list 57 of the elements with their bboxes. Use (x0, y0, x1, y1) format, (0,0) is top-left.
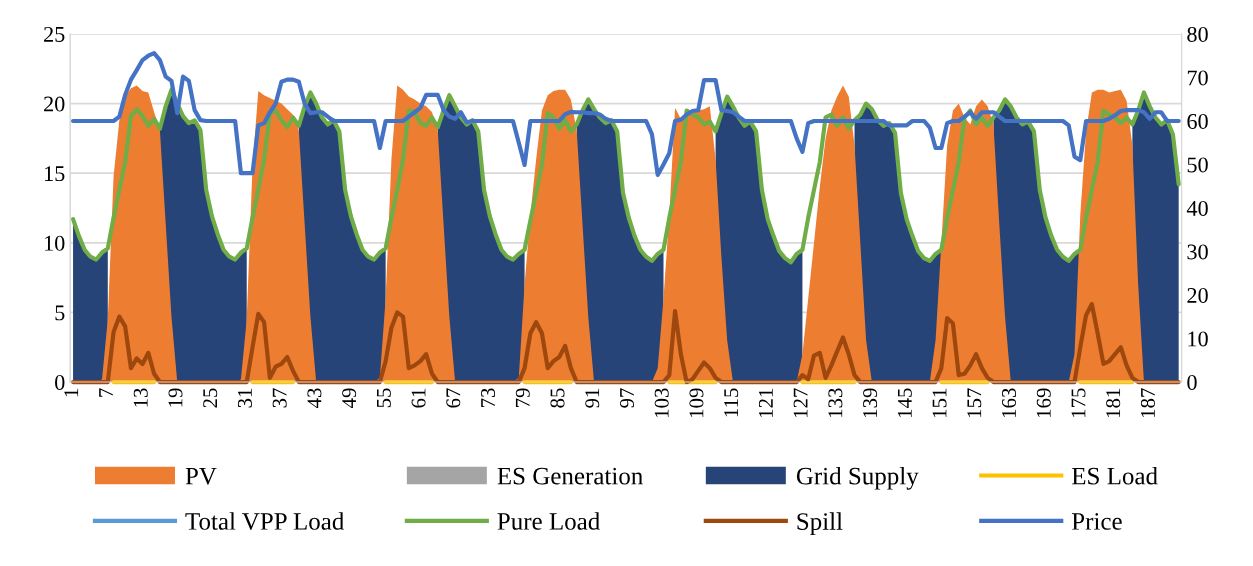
x-tick-label: 103 (654, 388, 669, 418)
y2-tick-label: 10 (1188, 331, 1208, 347)
x-tick-label: 145 (897, 388, 912, 418)
y2-tick-label: 0 (1187, 374, 1197, 390)
x-tick-label: 49 (342, 388, 357, 409)
x-tick-label: 157 (967, 388, 982, 418)
y-tick-label: 20 (44, 96, 65, 112)
legend-label: Grid Supply (796, 466, 919, 490)
legend-label: Spill (797, 512, 843, 536)
x-tick-label: 61 (411, 388, 426, 408)
x-tick-label: 91 (585, 388, 600, 408)
x-tick-label: 169 (1036, 388, 1051, 418)
y-tick-label: 0 (55, 374, 65, 390)
x-tick-label: 37 (272, 388, 287, 408)
x-tick-label: 7 (99, 388, 113, 397)
legend-label: Price (1071, 513, 1122, 530)
y2-tick-label: 80 (1187, 26, 1208, 42)
x-tick-label: 79 (515, 388, 530, 408)
legend-label: ES Generation (497, 467, 643, 485)
line-series (70, 87, 1181, 265)
legend-label: Pure Load (497, 512, 600, 530)
x-tick-label: 13 (133, 388, 148, 407)
x-tick-label: 55 (377, 388, 391, 408)
legend-label: PV (185, 467, 217, 485)
y-tick-label: 25 (44, 26, 65, 42)
x-tick-label: 85 (550, 388, 565, 408)
x-tick-label: 133 (828, 388, 843, 418)
x-tick-label: 121 (758, 388, 773, 418)
x-tick-label: 109 (689, 388, 704, 418)
x-tick-label: 163 (1002, 388, 1017, 418)
x-tick-label: 151 (932, 388, 947, 418)
y2-tick-label: 70 (1187, 70, 1208, 86)
line-series (70, 51, 1181, 178)
y-tick-label: 5 (55, 305, 65, 321)
y2-tick-label: 60 (1187, 113, 1208, 129)
x-tick-label: 19 (168, 388, 183, 407)
y-tick-label: 15 (45, 166, 65, 182)
x-tick-label: 97 (619, 388, 634, 408)
x-tick-label: 1 (64, 388, 79, 397)
x-tick-label: 43 (307, 388, 322, 409)
x-tick-label: 67 (446, 388, 461, 408)
x-tick-label: 31 (237, 388, 252, 408)
y-tick-label: 10 (45, 235, 65, 251)
legend-label: ES Load (1071, 466, 1158, 485)
x-tick-label: 115 (724, 388, 739, 417)
x-tick-label: 181 (1106, 388, 1121, 418)
y2-tick-label: 50 (1187, 157, 1208, 173)
x-tick-label: 127 (793, 388, 808, 418)
x-tick-label: 175 (1071, 388, 1086, 418)
y2-tick-label: 40 (1186, 200, 1208, 216)
x-tick-label: 73 (481, 388, 496, 408)
legend-label: Total VPP Load (185, 512, 345, 530)
y2-tick-label: 20 (1187, 287, 1208, 303)
y2-tick-label: 30 (1187, 244, 1208, 260)
x-tick-label: 139 (863, 388, 878, 418)
x-tick-label: 187 (1140, 388, 1155, 418)
x-tick-label: 25 (203, 388, 218, 408)
